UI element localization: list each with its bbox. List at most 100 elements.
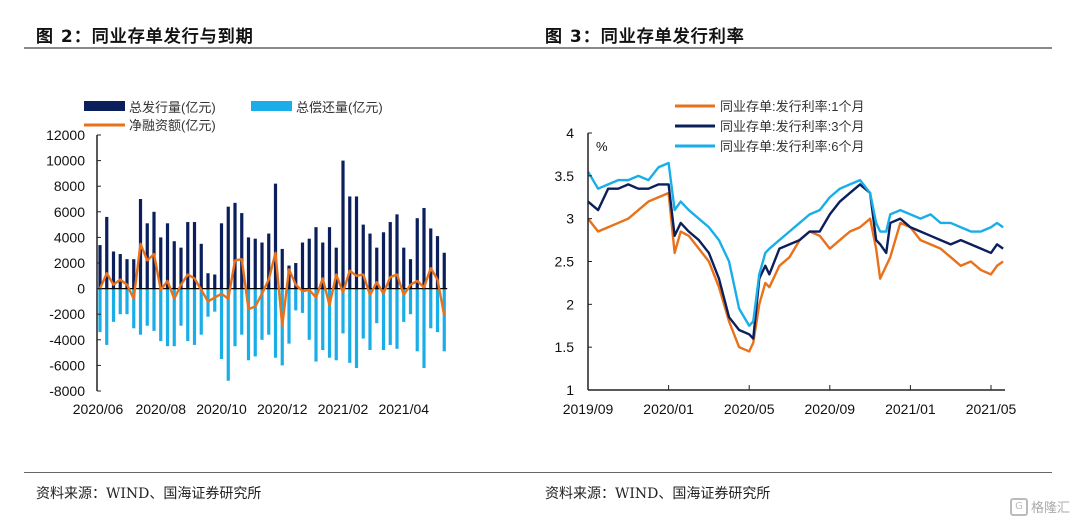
repayment-bar <box>314 288 318 362</box>
issuance-bar <box>294 263 298 289</box>
issuance-bar <box>253 238 257 289</box>
y-tick-label: 6000 <box>54 204 85 220</box>
x-tick-label: 2020/06 <box>73 401 124 417</box>
repayment-bar <box>145 288 149 326</box>
y-tick-label: 12000 <box>46 127 85 143</box>
repayment-bar <box>192 288 197 345</box>
repayment-bar <box>435 288 440 333</box>
x-tick-label: 2021/02 <box>318 401 369 417</box>
y-unit-label: % <box>596 139 608 154</box>
repayment-bar <box>368 288 372 351</box>
issuance-bar <box>132 259 136 289</box>
y-tick-label: 2 <box>566 296 574 312</box>
repayment-bar <box>213 288 217 312</box>
repayment-bar <box>429 288 433 329</box>
y-tick-label: -2000 <box>49 306 85 322</box>
repayment-bar <box>267 288 271 335</box>
issuance-bar <box>375 247 379 289</box>
issuance-bar <box>314 227 318 289</box>
repayment-bar <box>375 288 379 324</box>
left-source-rule <box>24 472 540 473</box>
y-tick-label: -6000 <box>49 357 85 373</box>
repayment-bar <box>300 288 305 313</box>
issuance-bar <box>300 242 305 289</box>
repayment-bar <box>165 288 170 347</box>
issuance-bar <box>273 183 278 289</box>
repayment-bar <box>327 288 332 358</box>
issuance-bar <box>172 241 176 289</box>
repayment-bar <box>354 288 359 368</box>
x-tick-label: 2021/01 <box>885 401 936 417</box>
issuance-bar <box>341 160 345 289</box>
watermark-text: 格隆汇 <box>1030 501 1070 516</box>
y-tick-label: -4000 <box>49 332 85 348</box>
issuance-bar <box>348 196 352 289</box>
issuance-bar <box>192 222 197 289</box>
repayment-bar <box>186 288 190 342</box>
y-tick-label: 1 <box>566 382 574 398</box>
axes: 1 1.5 2 2.5 3 3.5 4% <box>555 125 1005 398</box>
repayment-bar <box>307 288 311 340</box>
issuance-bar <box>307 238 311 289</box>
issuance-bar <box>429 228 433 289</box>
left-figure-title: 图 2：同业存单发行与到期 <box>36 27 254 47</box>
issuance-bar <box>354 196 359 289</box>
legend-label: 同业存单:发行利率:6个月 <box>720 139 864 154</box>
issuance-bar <box>260 242 264 289</box>
issuance-bar <box>105 216 109 289</box>
y-tick-label: 10000 <box>46 153 85 169</box>
y-tick-label: 8000 <box>54 178 85 194</box>
issuance-bar <box>280 248 284 289</box>
repayment-bar <box>273 288 278 358</box>
issuance-bar <box>402 247 406 289</box>
repayment-bar <box>179 288 183 326</box>
y-tick-label: 4000 <box>54 229 85 245</box>
rate-line-6m <box>586 161 1004 327</box>
issuance-bar <box>199 243 203 289</box>
issuance-bar <box>233 202 237 289</box>
issuance-bar <box>415 218 419 289</box>
repayment-bar <box>321 288 325 351</box>
legend: 总发行量(亿元) 总偿还量(亿元) 净融资额(亿元) <box>84 100 383 133</box>
x-tick-label: 2020/01 <box>643 401 694 417</box>
repayment-bar <box>159 288 163 342</box>
issuance-bar <box>422 207 426 289</box>
repayment-bar <box>98 288 102 333</box>
repayment-bar <box>219 288 224 359</box>
issuance-bar <box>408 259 413 289</box>
repayment-bar <box>422 288 426 368</box>
repayment-bars <box>98 288 446 381</box>
repayment-bar <box>125 288 129 315</box>
x-tick-label: 2020/09 <box>804 401 855 417</box>
issuance-bar <box>226 206 230 289</box>
x-tick-label: 2020/12 <box>257 401 308 417</box>
x-axis-labels: 2019/09 2020/01 2020/05 2020/09 2021/01 2021/… <box>563 385 1017 417</box>
x-tick-label: 2021/05 <box>966 401 1017 417</box>
rate-lines <box>586 161 1004 353</box>
issuance-bar <box>159 237 163 289</box>
repayment-bar <box>341 288 345 334</box>
issuance-bar <box>327 227 332 289</box>
legend-label-issuance: 总发行量(亿元) <box>129 100 216 115</box>
repayment-bar <box>206 288 210 317</box>
repayment-bar <box>348 288 352 363</box>
left-title-rule <box>24 47 540 49</box>
repayment-bar <box>172 288 176 347</box>
repayment-bar <box>199 288 203 335</box>
y-tick-label: 1.5 <box>555 339 575 355</box>
repayment-bar <box>442 288 446 352</box>
issuance-bar <box>267 233 271 289</box>
issuance-bar <box>334 247 338 289</box>
watermark: G 格隆汇 <box>1009 497 1070 516</box>
repayment-bar <box>105 288 109 345</box>
issuance-bars <box>98 160 446 289</box>
issuance-bar <box>246 237 251 289</box>
issuance-bar <box>388 222 392 289</box>
repayment-bar <box>246 288 251 361</box>
net-financing-polyline <box>98 242 446 327</box>
repayment-bar <box>118 288 122 315</box>
issuance-bar <box>219 223 224 289</box>
y-tick-label: 2.5 <box>555 254 575 270</box>
issuance-bar <box>381 232 386 289</box>
